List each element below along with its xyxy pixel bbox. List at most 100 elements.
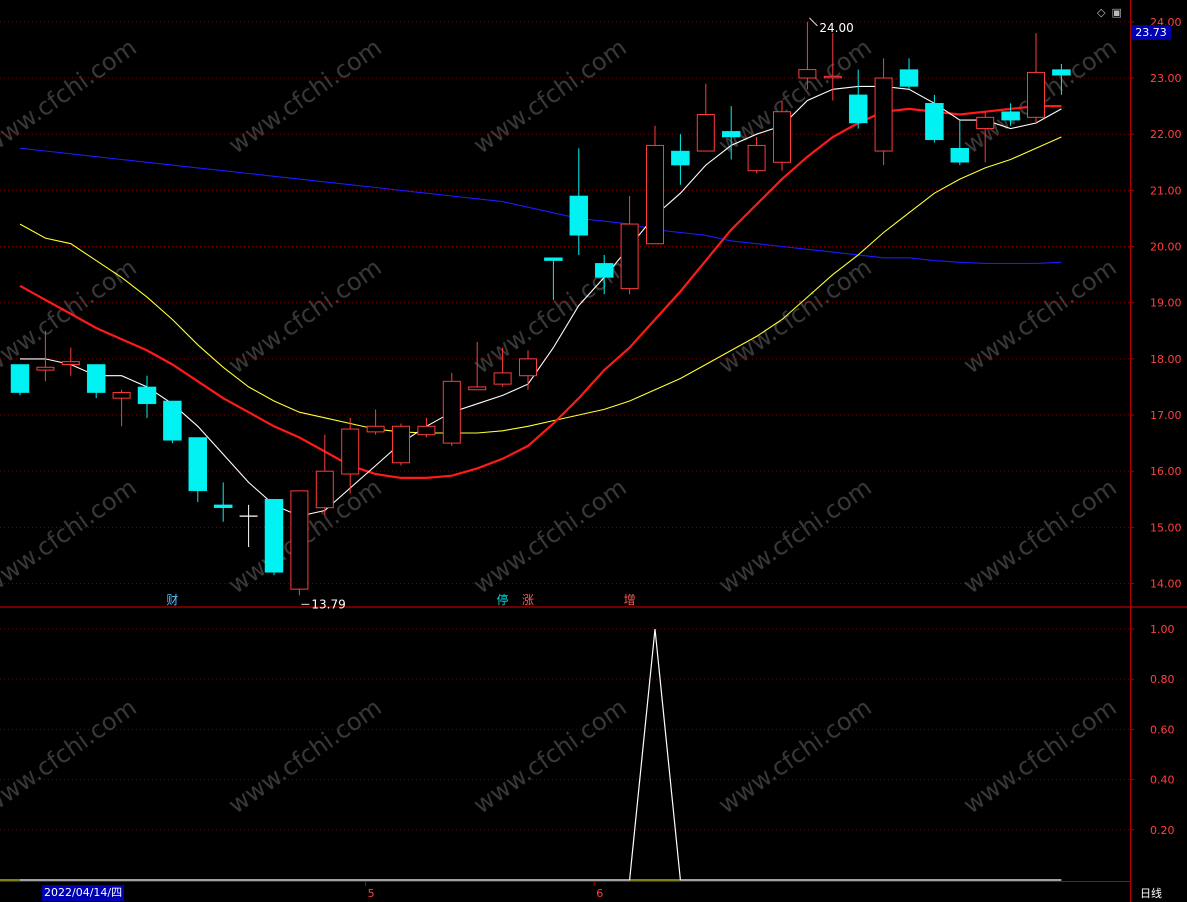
event-marker: 涨 (522, 592, 534, 607)
candle (823, 33, 842, 101)
last-price-badge: 23.73 (1131, 25, 1171, 40)
indicator-tick-label: 0.80 (1150, 673, 1175, 686)
candle-body (569, 195, 589, 236)
candle-body (696, 114, 715, 152)
candle-body (112, 392, 131, 399)
candle (620, 195, 639, 295)
candle (341, 417, 360, 494)
candle-body (442, 380, 461, 444)
settings-icon[interactable]: ▣ (1111, 6, 1122, 19)
watermark-text: www.cfchi.com (958, 693, 1121, 819)
candle-body (86, 364, 106, 393)
price-tick-label: 19.00 (1150, 297, 1182, 310)
candle (86, 364, 106, 399)
candle-body (721, 131, 741, 138)
candle-body (392, 425, 410, 464)
candle (112, 389, 131, 427)
candle (264, 499, 284, 576)
watermark-text: www.cfchi.com (468, 33, 631, 159)
candle-body (163, 400, 182, 441)
candle (950, 120, 970, 166)
indicator-tick-label: 1.00 (1150, 623, 1175, 636)
candle (569, 148, 589, 255)
candle (519, 350, 537, 390)
candle-body (976, 116, 995, 130)
watermark-text: www.cfchi.com (713, 253, 876, 379)
candle (976, 111, 995, 163)
candle-body (493, 372, 512, 385)
candle-body (747, 144, 766, 172)
candle (1001, 103, 1020, 126)
toolbar: ◇ ▣ (1097, 6, 1128, 19)
diamond-icon[interactable]: ◇ (1097, 6, 1106, 19)
candle-body (519, 358, 537, 377)
watermark-text: www.cfchi.com (223, 253, 386, 379)
watermark-text: www.cfchi.com (0, 33, 142, 159)
moving-average-line (20, 85, 1062, 517)
candle-body (874, 77, 893, 152)
candle-body (773, 111, 791, 163)
candle (442, 372, 461, 446)
candle-body (188, 437, 208, 492)
candle (315, 434, 334, 517)
month-label: 5 (368, 887, 375, 900)
candle (721, 106, 741, 160)
candle-body (315, 470, 334, 509)
indicator-tick-label: 0.20 (1150, 824, 1175, 837)
candle (925, 94, 944, 143)
watermark-text: www.cfchi.com (223, 33, 386, 159)
candle (773, 100, 791, 171)
candle-body (137, 386, 157, 405)
candle (36, 330, 55, 382)
candle-body (468, 386, 487, 391)
candle (137, 375, 157, 418)
price-tick-label: 23.00 (1150, 72, 1182, 85)
candle-body (899, 69, 919, 87)
candle-body (417, 425, 436, 436)
candle-body (823, 75, 842, 79)
candle (899, 58, 919, 90)
candle (417, 417, 436, 438)
candle-body (61, 361, 80, 365)
watermark-text: www.cfchi.com (0, 693, 142, 819)
candle-body (646, 144, 664, 245)
candle-body (671, 150, 690, 166)
period-label[interactable]: 日线 (1140, 887, 1162, 900)
moving-average-line (19, 147, 1062, 264)
watermark-text: www.cfchi.com (468, 693, 631, 819)
moving-average-line (19, 136, 1062, 434)
candle-body (1001, 111, 1020, 121)
candle (163, 400, 182, 444)
watermark-text: www.cfchi.com (223, 693, 386, 819)
month-label: 6 (596, 887, 603, 900)
indicator-tick-label: 0.60 (1150, 723, 1175, 736)
watermark-text: www.cfchi.com (0, 473, 142, 599)
candle (798, 21, 817, 90)
candle (290, 490, 309, 596)
high-marker-label: 24.00 (819, 21, 853, 35)
candle (874, 58, 893, 166)
price-tick-label: 15.00 (1150, 521, 1182, 534)
watermark-text: www.cfchi.com (958, 473, 1121, 599)
candle-body (620, 223, 639, 290)
candle (392, 423, 410, 466)
candle (671, 134, 690, 185)
price-tick-label: 22.00 (1150, 128, 1182, 141)
cursor-date-badge: 2022/04/14/四 (42, 885, 125, 901)
candle (188, 437, 208, 503)
candle (213, 482, 233, 522)
candle (10, 364, 30, 396)
watermark-text: www.cfchi.com (713, 473, 876, 599)
price-tick-label: 21.00 (1150, 184, 1182, 197)
candle (696, 83, 715, 152)
watermark-text: www.cfchi.com (468, 473, 631, 599)
candle-body (36, 366, 55, 371)
candle-body (1027, 71, 1045, 118)
candle-body (544, 257, 563, 261)
candle (848, 69, 868, 129)
candle (366, 409, 385, 435)
candle (1027, 33, 1045, 123)
low-marker-label: 13.79 (311, 597, 345, 611)
price-tick-label: 18.00 (1150, 353, 1182, 366)
